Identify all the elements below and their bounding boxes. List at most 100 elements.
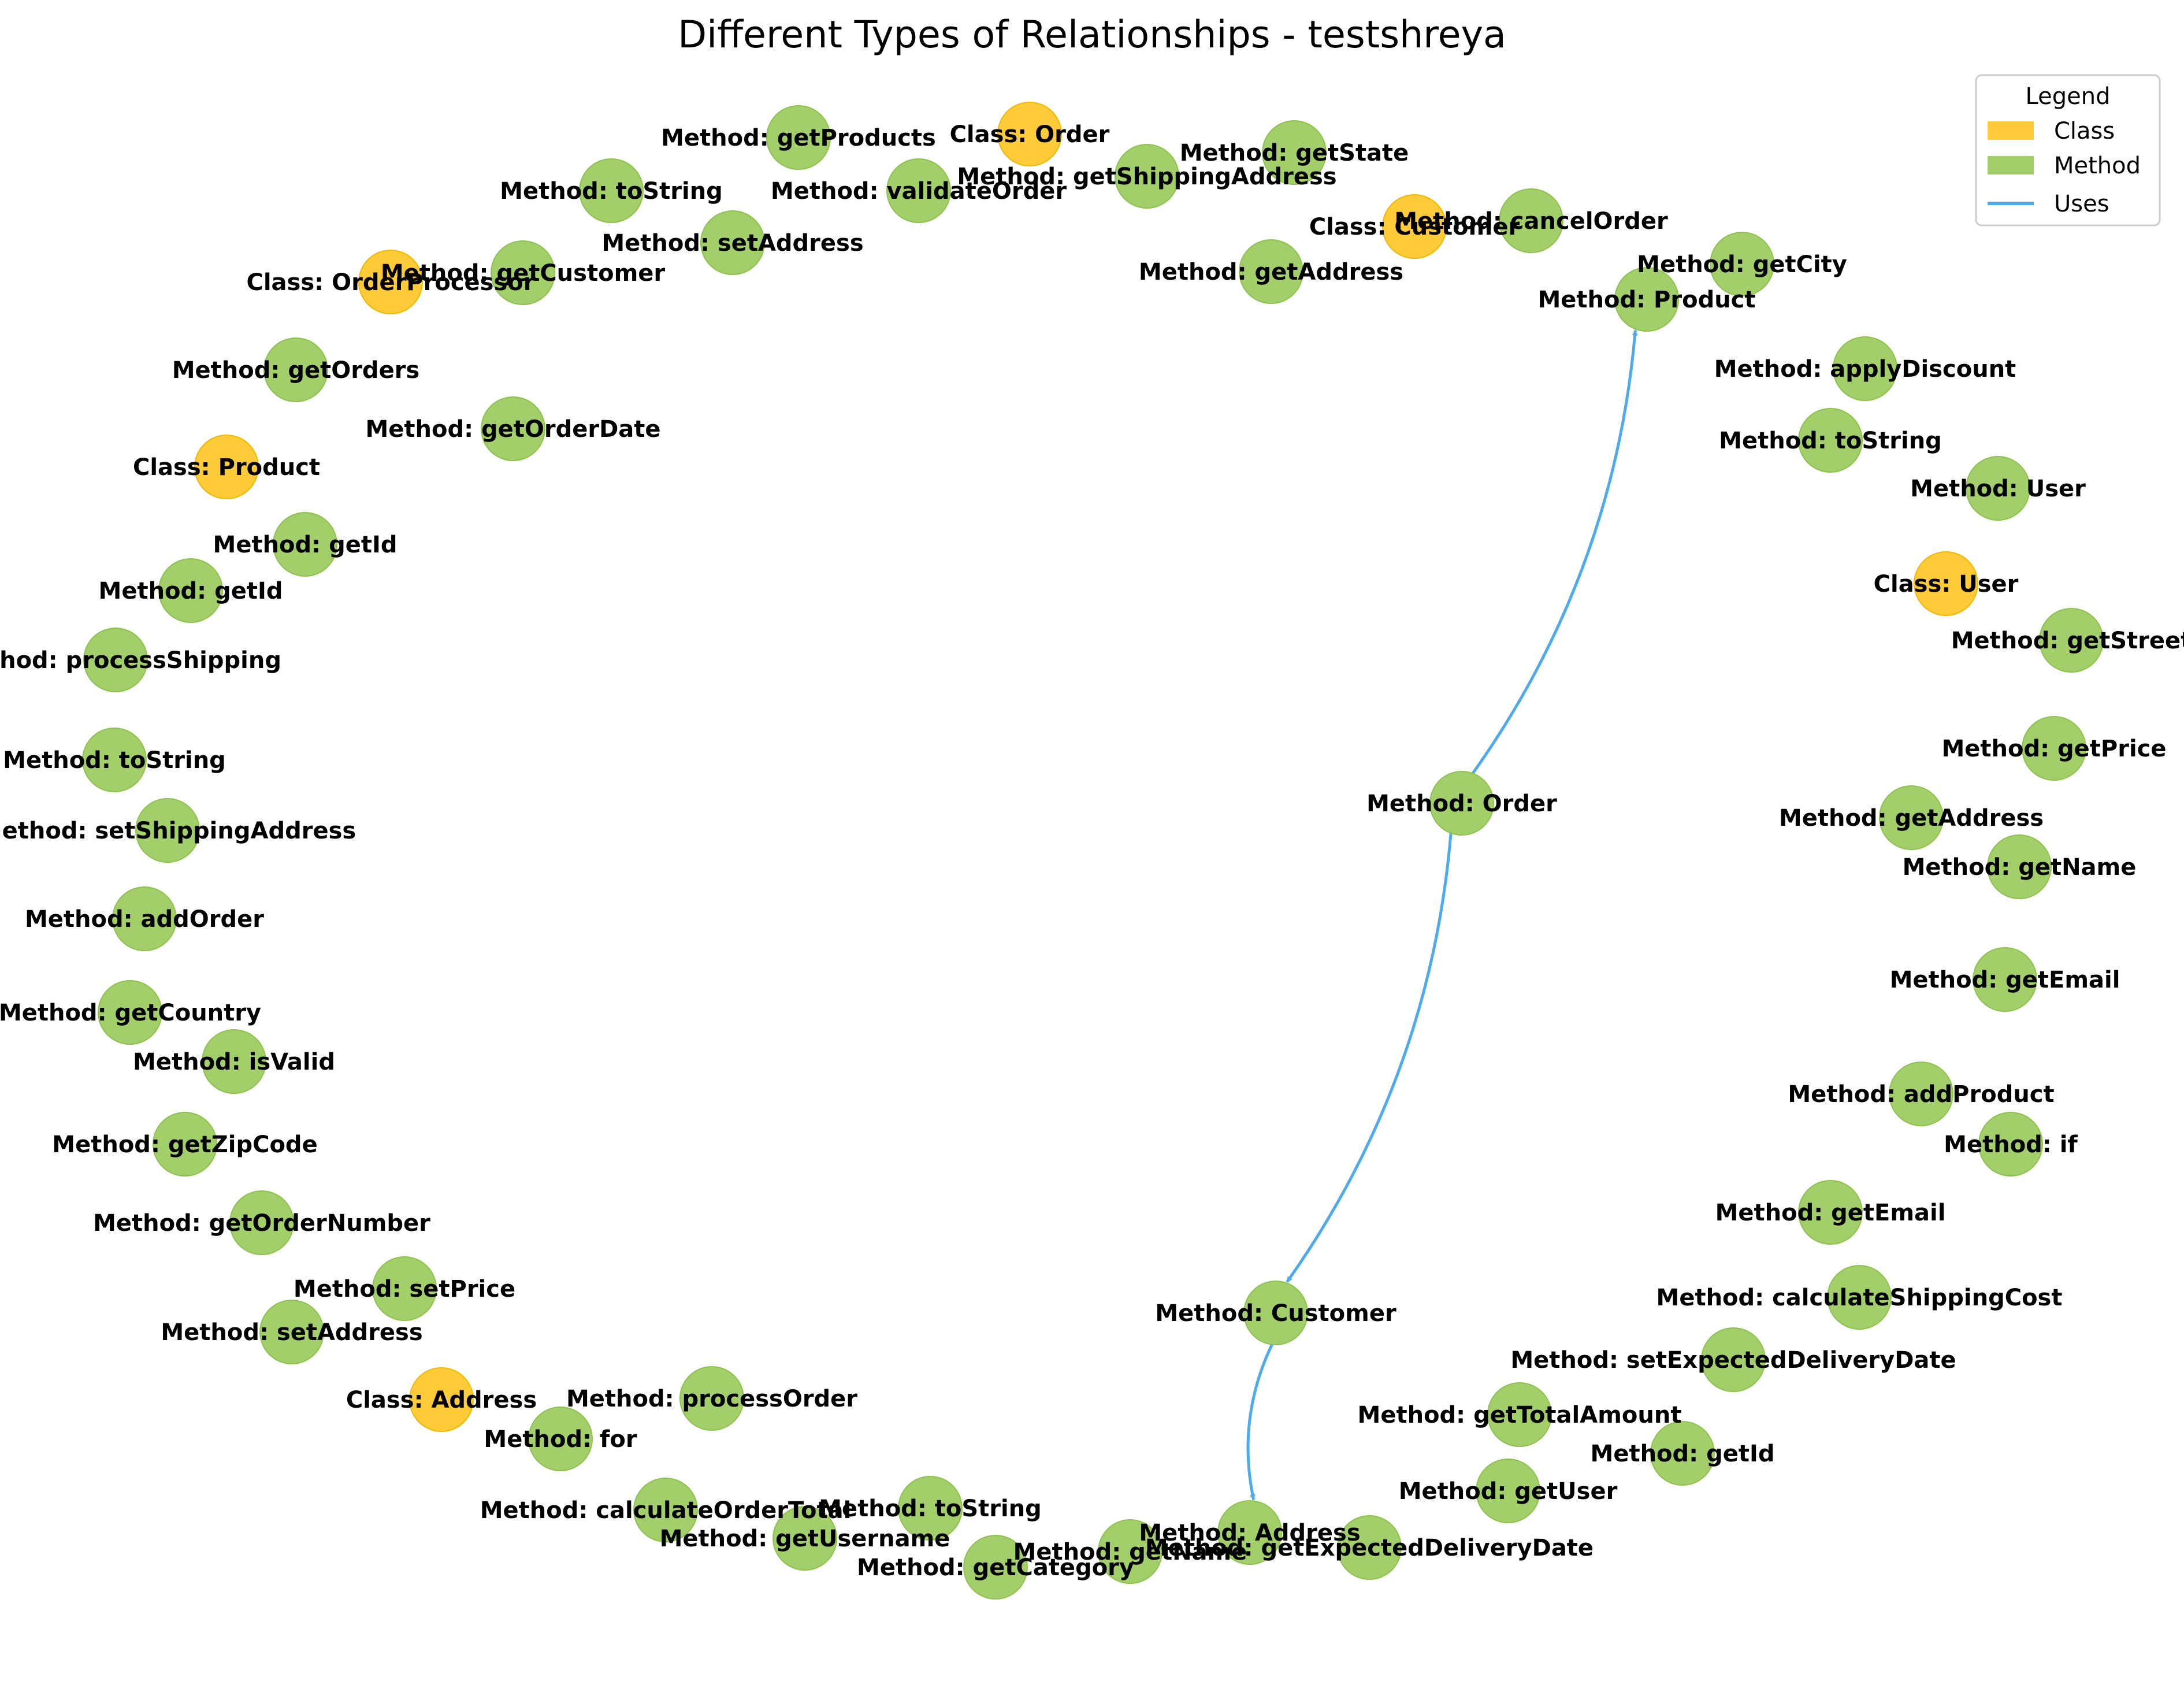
node-label-n49: Method: for [484, 1426, 637, 1453]
node-label-n34: Method: getCountry [0, 1000, 261, 1026]
method-node-n57[interactable] [1098, 1519, 1162, 1584]
node-label-n21: Method: getId [213, 532, 398, 558]
method-node-n8[interactable] [1499, 188, 1563, 253]
method-node-n3[interactable] [1262, 120, 1327, 185]
method-node-n2[interactable] [766, 105, 831, 170]
class-node-n7[interactable] [1382, 194, 1447, 259]
node-label-n40: Method: getOrderNumber [93, 1210, 430, 1237]
class-node-n22[interactable] [1914, 551, 1978, 616]
node-label-n2: Method: getProducts [661, 125, 936, 151]
legend-class-label: Class [2054, 118, 2115, 144]
diagram-title: Different Types of Relationships - tests… [678, 13, 1506, 57]
node-label-n25: Method: getStreet [1951, 628, 2184, 654]
method-node-n58[interactable] [963, 1535, 1028, 1600]
node-label-n13: Method: getCustomer [381, 260, 666, 287]
method-node-n37[interactable] [153, 1112, 217, 1177]
node-label-n17: Method: getOrderDate [365, 416, 660, 443]
method-node-n18[interactable] [1798, 408, 1863, 473]
method-node-n42[interactable] [372, 1256, 437, 1321]
node-label-n50: Method: getId [1591, 1441, 1775, 1467]
method-node-n38[interactable] [1978, 1112, 2043, 1177]
node-label-n52: Method: calculateOrderTotal [480, 1497, 852, 1524]
method-node-n48[interactable] [1487, 1382, 1552, 1447]
node-label-n26: Method: getPrice [1941, 736, 2166, 762]
node-label-n43: Method: Customer [1155, 1300, 1396, 1327]
method-node-n43[interactable] [1243, 1281, 1308, 1345]
method-node-n16[interactable] [1833, 336, 1897, 401]
method-node-n47[interactable] [679, 1366, 744, 1431]
method-node-n15[interactable] [263, 337, 328, 402]
node-label-n35: Method: isValid [133, 1049, 335, 1075]
method-node-n29[interactable] [1879, 785, 1944, 850]
method-node-n44[interactable] [259, 1300, 324, 1364]
method-node-n31[interactable] [1987, 834, 2052, 899]
method-node-n55[interactable] [1217, 1500, 1282, 1565]
method-node-n23[interactable] [158, 558, 223, 623]
method-node-n9[interactable] [700, 210, 765, 275]
method-node-n10[interactable] [1239, 239, 1303, 304]
class-node-n46[interactable] [409, 1367, 474, 1432]
method-node-n28[interactable] [1429, 771, 1494, 836]
edge-uses-n28-n43 [1286, 833, 1453, 1283]
method-node-n56[interactable] [1337, 1515, 1402, 1580]
node-label-n4: Method: toString [500, 178, 723, 205]
method-node-n52[interactable] [633, 1478, 698, 1542]
node-label-n37: Method: getZipCode [52, 1131, 317, 1158]
method-node-n35[interactable] [202, 1029, 266, 1094]
edges-layer [1246, 329, 1638, 1501]
method-node-n20[interactable] [1966, 456, 2030, 521]
method-node-n17[interactable] [481, 396, 545, 461]
method-node-n40[interactable] [229, 1190, 294, 1255]
node-label-n15: Method: getOrders [172, 357, 419, 384]
class-node-n12[interactable] [358, 250, 423, 314]
method-node-n49[interactable] [528, 1407, 593, 1471]
method-node-n6[interactable] [1115, 144, 1179, 209]
method-node-n30[interactable] [135, 798, 200, 863]
node-label-n3: Method: getState [1180, 140, 1409, 166]
legend-class-swatch [1988, 121, 2034, 140]
node-label-n5: Method: validateOrder [771, 178, 1067, 205]
node-label-n36: Method: addProduct [1788, 1081, 2054, 1108]
class-node-n19[interactable] [194, 435, 259, 499]
method-node-n4[interactable] [579, 158, 644, 223]
method-node-n54[interactable] [772, 1506, 837, 1571]
node-label-n9: Method: setAddress [601, 230, 863, 257]
method-node-n26[interactable] [2022, 716, 2086, 781]
method-node-n5[interactable] [886, 158, 951, 223]
method-node-n32[interactable] [112, 886, 177, 951]
node-label-n8: Method: cancelOrder [1394, 208, 1668, 235]
method-node-n14[interactable] [1614, 267, 1679, 332]
legend-title: Legend [2026, 83, 2111, 110]
edge-uses-n43-n55 [1246, 1344, 1273, 1501]
method-node-n24[interactable] [83, 628, 148, 692]
node-label-n39: Method: getEmail [1715, 1200, 1946, 1226]
method-node-n39[interactable] [1798, 1180, 1863, 1245]
node-label-n29: Method: getAddress [1779, 805, 2044, 832]
method-node-n45[interactable] [1701, 1327, 1766, 1392]
node-label-n19: Class: Product [133, 454, 320, 481]
method-node-n51[interactable] [1476, 1459, 1540, 1523]
method-node-n33[interactable] [1973, 947, 2037, 1012]
node-label-n44: Method: setAddress [161, 1319, 422, 1346]
method-node-n13[interactable] [491, 240, 555, 305]
method-node-n25[interactable] [2039, 608, 2104, 673]
node-label-n23: Method: getId [99, 578, 283, 604]
node-label-n10: Method: getAddress [1139, 259, 1403, 285]
method-node-n53[interactable] [898, 1476, 963, 1541]
labels-layer: Class: Order Method: getProducts Method: g… [0, 121, 2184, 1581]
node-label-n48: Method: getTotalAmount [1358, 1402, 1682, 1428]
edge-uses-n28-n14 [1471, 329, 1638, 774]
method-node-n21[interactable] [273, 512, 337, 577]
method-node-n11[interactable] [1710, 232, 1774, 296]
node-label-n30: Method: setShippingAddress [0, 818, 356, 844]
method-node-n34[interactable] [98, 980, 162, 1045]
method-node-n36[interactable] [1889, 1062, 1953, 1126]
node-label-n55: Method: Address [1139, 1520, 1360, 1546]
node-label-n38: Method: if [1944, 1131, 2078, 1158]
method-node-n41[interactable] [1827, 1265, 1892, 1330]
method-node-n27[interactable] [82, 728, 147, 792]
class-node-n1[interactable] [997, 102, 1062, 166]
method-node-n50[interactable] [1650, 1421, 1715, 1486]
node-label-n46: Class: Address [346, 1387, 537, 1413]
